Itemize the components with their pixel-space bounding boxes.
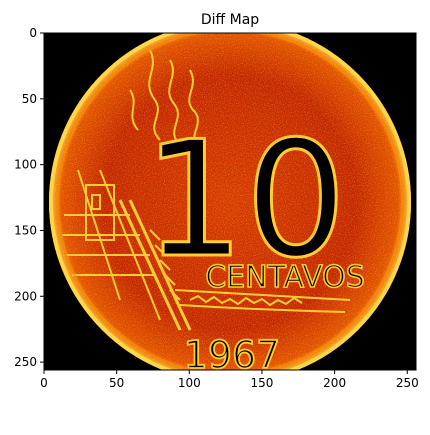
y-tick-label: 250	[14, 355, 37, 369]
y-tick-label: 100	[14, 158, 37, 172]
coin-rim	[49, 33, 411, 370]
x-axis: 0 50 100 150 200 250	[40, 370, 419, 390]
coin-engraving	[62, 49, 351, 331]
x-tick-label: 50	[109, 376, 124, 390]
y-tick-label: 150	[14, 223, 37, 237]
chart-title: Diff Map	[201, 12, 259, 28]
coin-numeral: 10	[142, 105, 349, 295]
coin-year: 1967	[184, 333, 281, 377]
x-tick-label: 0	[40, 376, 48, 390]
x-tick-label: 150	[251, 376, 274, 390]
coin-denomination: CENTAVOS	[205, 260, 365, 295]
axes-frame	[43, 32, 417, 371]
y-axis: 0 50 100 150 200 250	[14, 26, 44, 369]
x-tick-label: 200	[323, 376, 346, 390]
x-tick-label: 250	[396, 376, 419, 390]
heatmap-image: 10 CENTAVOS 1967	[44, 33, 416, 377]
y-tick-label: 0	[29, 26, 37, 40]
y-tick-label: 50	[22, 92, 37, 106]
svg-text:10: 10	[143, 106, 347, 293]
y-tick-label: 200	[14, 289, 37, 303]
x-tick-label: 100	[178, 376, 201, 390]
